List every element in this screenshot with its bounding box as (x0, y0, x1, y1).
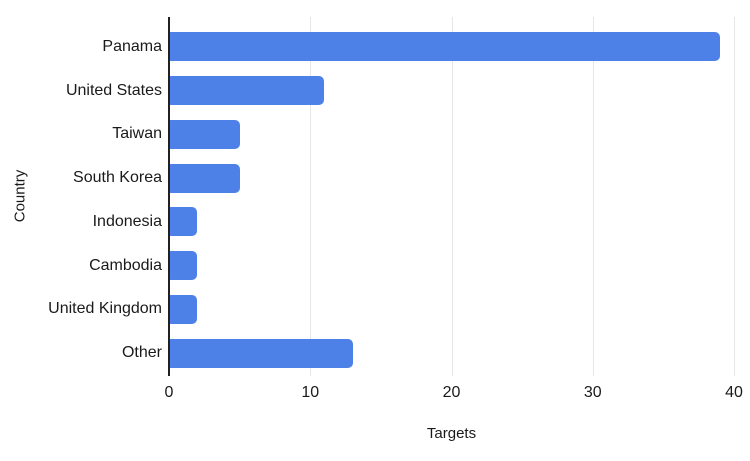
category-label-south-korea: South Korea (73, 169, 162, 187)
gridline-x-10 (310, 17, 312, 376)
tick-label-0: 0 (164, 384, 174, 401)
tick-label-30: 30 (583, 384, 602, 401)
gridline-x-40 (734, 17, 735, 376)
bar-taiwan (169, 119, 240, 149)
bar-panama (169, 32, 720, 62)
category-label-indonesia: Indonesia (92, 212, 162, 230)
category-label-united-states: United States (65, 81, 162, 99)
bar-cambodia (169, 251, 198, 281)
category-label-other: Other (121, 344, 162, 362)
gridline-x-20 (451, 17, 453, 376)
x-axis-title: Targets (426, 425, 477, 442)
bar-united-states (169, 76, 325, 106)
bar-south-korea (169, 163, 240, 193)
gridline-x-30 (592, 17, 594, 376)
bar-other (169, 338, 353, 368)
category-axis-line (168, 17, 170, 376)
tick-label-10: 10 (301, 384, 320, 401)
plot-area (168, 17, 739, 376)
bar-united-kingdom (169, 294, 198, 324)
category-label-taiwan: Taiwan (112, 125, 162, 143)
bar-indonesia (169, 207, 198, 237)
tick-label-40: 40 (725, 384, 743, 401)
category-label-cambodia: Cambodia (89, 256, 162, 274)
category-label-united-kingdom: United Kingdom (48, 300, 162, 318)
tick-label-20: 20 (442, 384, 461, 401)
category-label-panama: Panama (102, 37, 162, 55)
